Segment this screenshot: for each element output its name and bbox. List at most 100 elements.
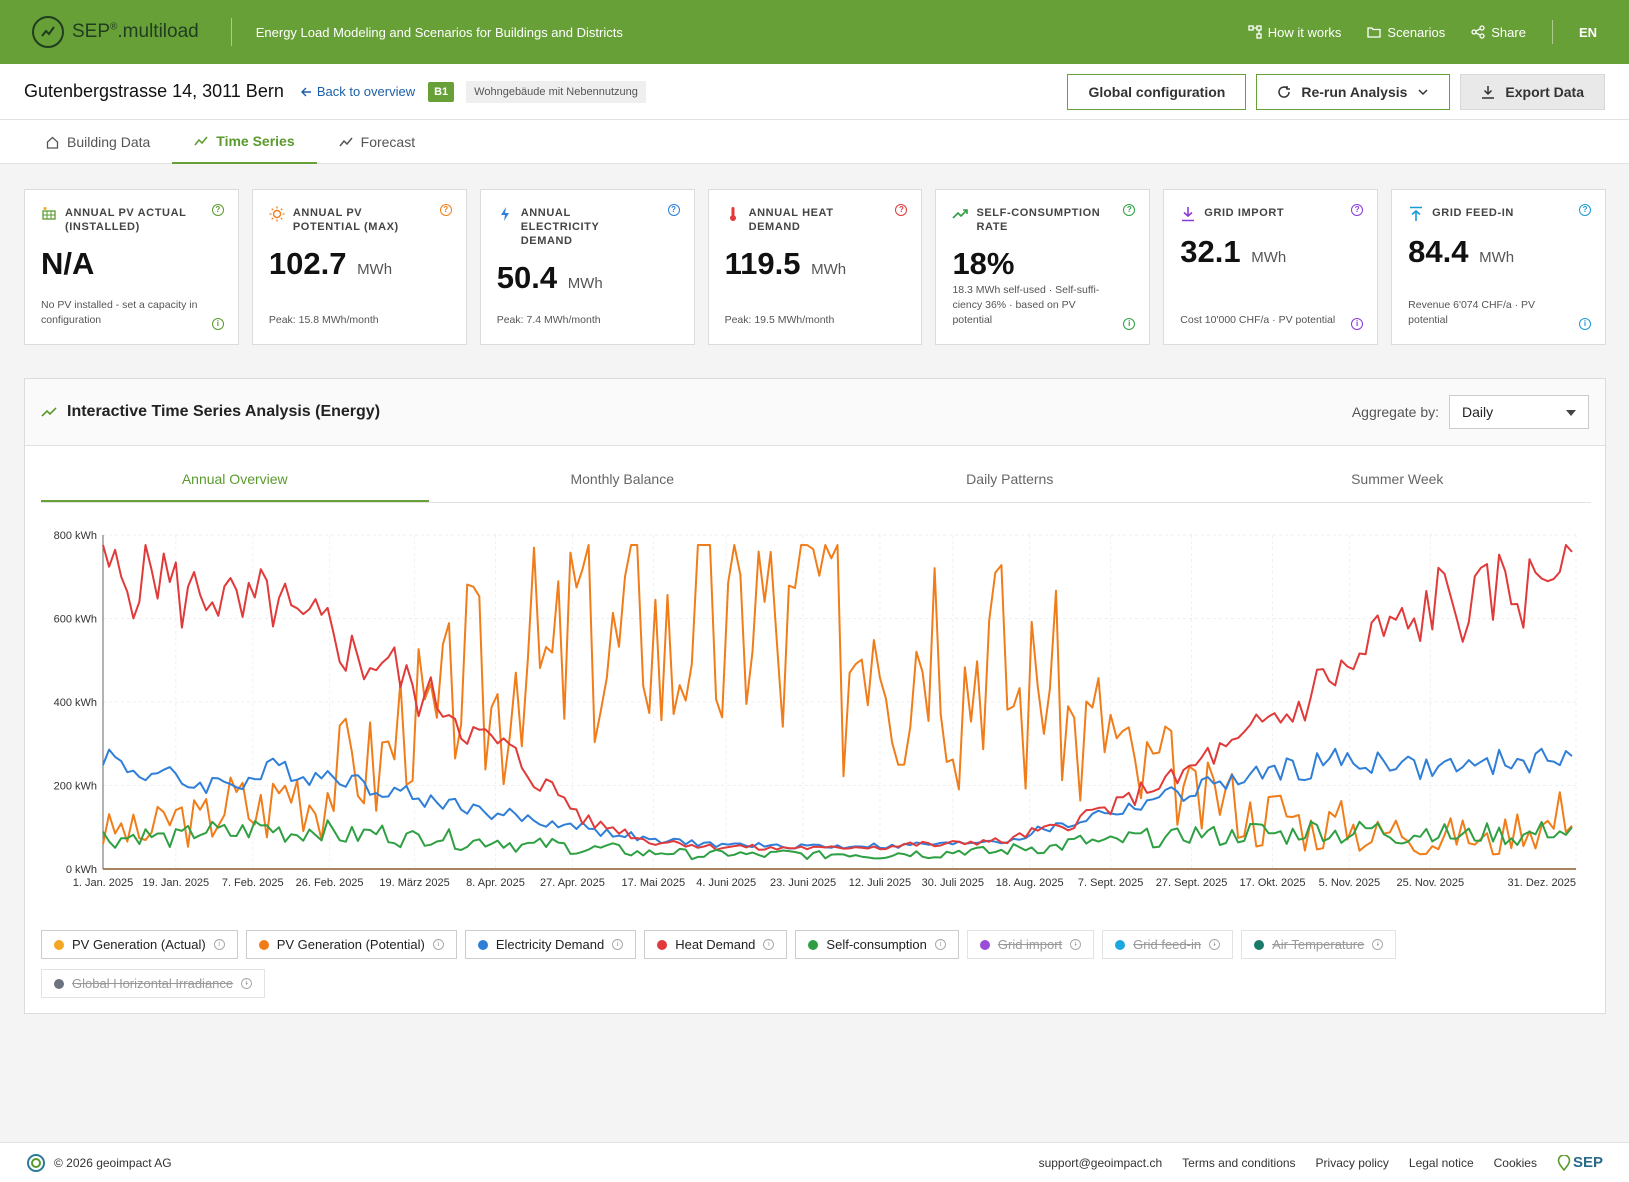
info-icon[interactable]: i <box>1372 939 1384 950</box>
legend-item[interactable]: PV Generation (Actual) i <box>41 930 238 959</box>
help-icon[interactable]: ? <box>1351 204 1364 216</box>
kpi-annual-pv-potential: ANNUAL PV POTENTIAL (MAX) ? 102.7 MWh Pe… <box>251 189 467 345</box>
info-icon[interactable]: i <box>612 939 624 950</box>
info-icon[interactable]: i <box>1209 939 1221 950</box>
legend-label: Electricity Demand <box>495 937 605 952</box>
aggregate-select[interactable]: Daily <box>1449 395 1589 429</box>
x-tick-label: 17. Mai 2025 <box>622 877 686 889</box>
kpi-cards: ANNUAL PV ACTUAL (INSTALLED) ? N/A No PV… <box>24 189 1607 345</box>
share-icon <box>1471 25 1485 39</box>
x-tick-label: 19. März 2025 <box>379 877 449 889</box>
legend-item[interactable]: Electricity Demand i <box>464 930 637 959</box>
x-tick-label: 17. Okt. 2025 <box>1239 877 1305 889</box>
kpi-subtext: Peak: 19.5 MWh/month <box>724 314 835 326</box>
help-icon[interactable]: ? <box>211 204 224 216</box>
legend-item[interactable]: Air Temperature i <box>1241 930 1397 959</box>
x-tick-label: 8. Apr. 2025 <box>466 877 525 889</box>
bolt-icon <box>500 207 509 221</box>
subtab-daily-patterns[interactable]: Daily Patterns <box>966 471 1054 487</box>
legend-item[interactable]: Heat Demand i <box>644 930 788 959</box>
nav-how-it-works[interactable]: How it works <box>1248 25 1341 40</box>
x-tick-label: 25. Nov. 2025 <box>1396 877 1464 889</box>
kpi-grid-feed-in: GRID FEED-IN ? 84.4 MWh Revenue 6'074 CH… <box>1391 189 1607 345</box>
series-line <box>102 544 1573 851</box>
help-icon[interactable]: ? <box>1123 204 1136 216</box>
y-tick-label: 600 kWh <box>54 614 97 626</box>
kpi-title: ANNUAL ELECTRICITY DEMAND <box>520 207 600 247</box>
building-id-badge: B1 <box>428 81 455 102</box>
footer-link-privacy[interactable]: Privacy policy <box>1315 1155 1389 1170</box>
export-data-button[interactable]: Export Data <box>1460 73 1605 110</box>
thermometer-icon <box>729 207 736 221</box>
tab-building-data[interactable]: Building Data <box>24 120 172 164</box>
legend-item[interactable]: PV Generation (Potential) i <box>245 930 457 959</box>
tab-forecast[interactable]: Forecast <box>317 120 437 164</box>
legend-label: PV Generation (Actual) <box>72 937 206 952</box>
app-tagline: Energy Load Modeling and Scenarios for B… <box>255 24 623 40</box>
global-configuration-button[interactable]: Global configuration <box>1067 73 1247 110</box>
kpi-annual-pv-actual: ANNUAL PV ACTUAL (INSTALLED) ? N/A No PV… <box>24 189 239 345</box>
legend-label: Self-consumption <box>826 937 927 952</box>
subtab-annual-overview[interactable]: Annual Overview <box>41 461 429 502</box>
info-icon[interactable]: i <box>763 939 775 950</box>
legend-color-dot <box>54 939 64 950</box>
energy-line-chart[interactable]: 0 kWh 200 kWh 400 kWh 600 kWh 800 kWh 1. Jan.… <box>41 527 1591 907</box>
footer-link-legal[interactable]: Legal notice <box>1408 1155 1474 1170</box>
kpi-grid-import: GRID IMPORT ? 32.1 MWh Cost 10'000 CHF/a… <box>1163 189 1379 345</box>
info-icon[interactable]: i <box>1123 318 1136 330</box>
info-icon[interactable]: i <box>1070 939 1082 950</box>
rerun-analysis-button[interactable]: Re-run Analysis <box>1256 73 1451 110</box>
info-icon[interactable]: i <box>934 939 946 950</box>
subtab-monthly-balance[interactable]: Monthly Balance <box>570 471 674 487</box>
home-icon <box>46 136 59 149</box>
language-switch[interactable]: EN <box>1578 24 1597 40</box>
kpi-title: SELF-CONSUMPTION RATE <box>976 207 1101 233</box>
sep-logo: SEP <box>1557 1154 1603 1171</box>
download-icon <box>1182 207 1195 222</box>
arrow-left-icon <box>300 87 311 96</box>
help-icon[interactable]: ? <box>895 204 908 216</box>
nav-scenarios-label: Scenarios <box>1387 24 1446 40</box>
legend-color-dot <box>1115 939 1126 950</box>
legend-color-dot <box>979 939 990 950</box>
info-icon[interactable]: i <box>241 978 253 989</box>
kpi-subtext: Revenue 6'074 CHF/a · PV potential <box>1408 299 1536 326</box>
legend-color-dot <box>54 978 64 989</box>
nav-share[interactable]: Share <box>1471 25 1526 40</box>
panel-title: Interactive Time Series Analysis (Energy… <box>67 403 381 420</box>
help-icon[interactable]: ? <box>439 204 452 216</box>
x-tick-label: 27. Sept. 2025 <box>1156 877 1228 889</box>
legend-color-dot <box>657 939 668 950</box>
info-icon[interactable]: i <box>213 939 225 950</box>
nav-scenarios[interactable]: Scenarios <box>1367 25 1445 40</box>
kpi-title: ANNUAL PV POTENTIAL (MAX) <box>292 207 399 233</box>
nav-divider <box>1551 20 1553 44</box>
help-icon[interactable]: ? <box>1579 204 1592 216</box>
legend-item[interactable]: Grid import i <box>966 930 1095 959</box>
kpi-subtext: 18.3 MWh self-used · Self-suffi-ciency 3… <box>952 284 1100 326</box>
info-icon[interactable]: i <box>1579 318 1592 330</box>
nav-share-label: Share <box>1491 24 1526 40</box>
panel-header: Interactive Time Series Analysis (Energy… <box>25 379 1605 446</box>
footer-link-support[interactable]: support@geoimpact.ch <box>1038 1155 1163 1170</box>
flow-icon <box>1248 25 1262 39</box>
y-tick-label: 800 kWh <box>54 530 97 542</box>
app-logo[interactable]: SEP®.multiload <box>32 0 199 64</box>
info-icon[interactable]: i <box>1351 318 1364 330</box>
back-to-overview-link[interactable]: Back to overview <box>300 84 415 99</box>
kpi-self-consumption-rate: SELF-CONSUMPTION RATE ? 18% 18.3 MWh sel… <box>935 189 1151 345</box>
info-icon[interactable]: i <box>211 318 224 330</box>
series-line <box>102 819 1573 861</box>
aggregate-value: Daily <box>1462 404 1494 420</box>
tab-time-series[interactable]: Time Series <box>172 120 317 164</box>
legend-item[interactable]: Grid feed-in i <box>1102 930 1234 959</box>
subtab-summer-week[interactable]: Summer Week <box>1351 471 1444 487</box>
footer-link-terms[interactable]: Terms and conditions <box>1182 1155 1296 1170</box>
footer-link-cookies[interactable]: Cookies <box>1493 1155 1537 1170</box>
help-icon[interactable]: ? <box>667 204 680 216</box>
legend-label: Air Temperature <box>1272 937 1365 952</box>
info-icon[interactable]: i <box>432 939 444 950</box>
legend-item[interactable]: Self-consumption i <box>795 930 959 959</box>
legend-item[interactable]: Global Horizontal Irradiance i <box>41 969 266 998</box>
location-pin-icon <box>1557 1154 1571 1171</box>
